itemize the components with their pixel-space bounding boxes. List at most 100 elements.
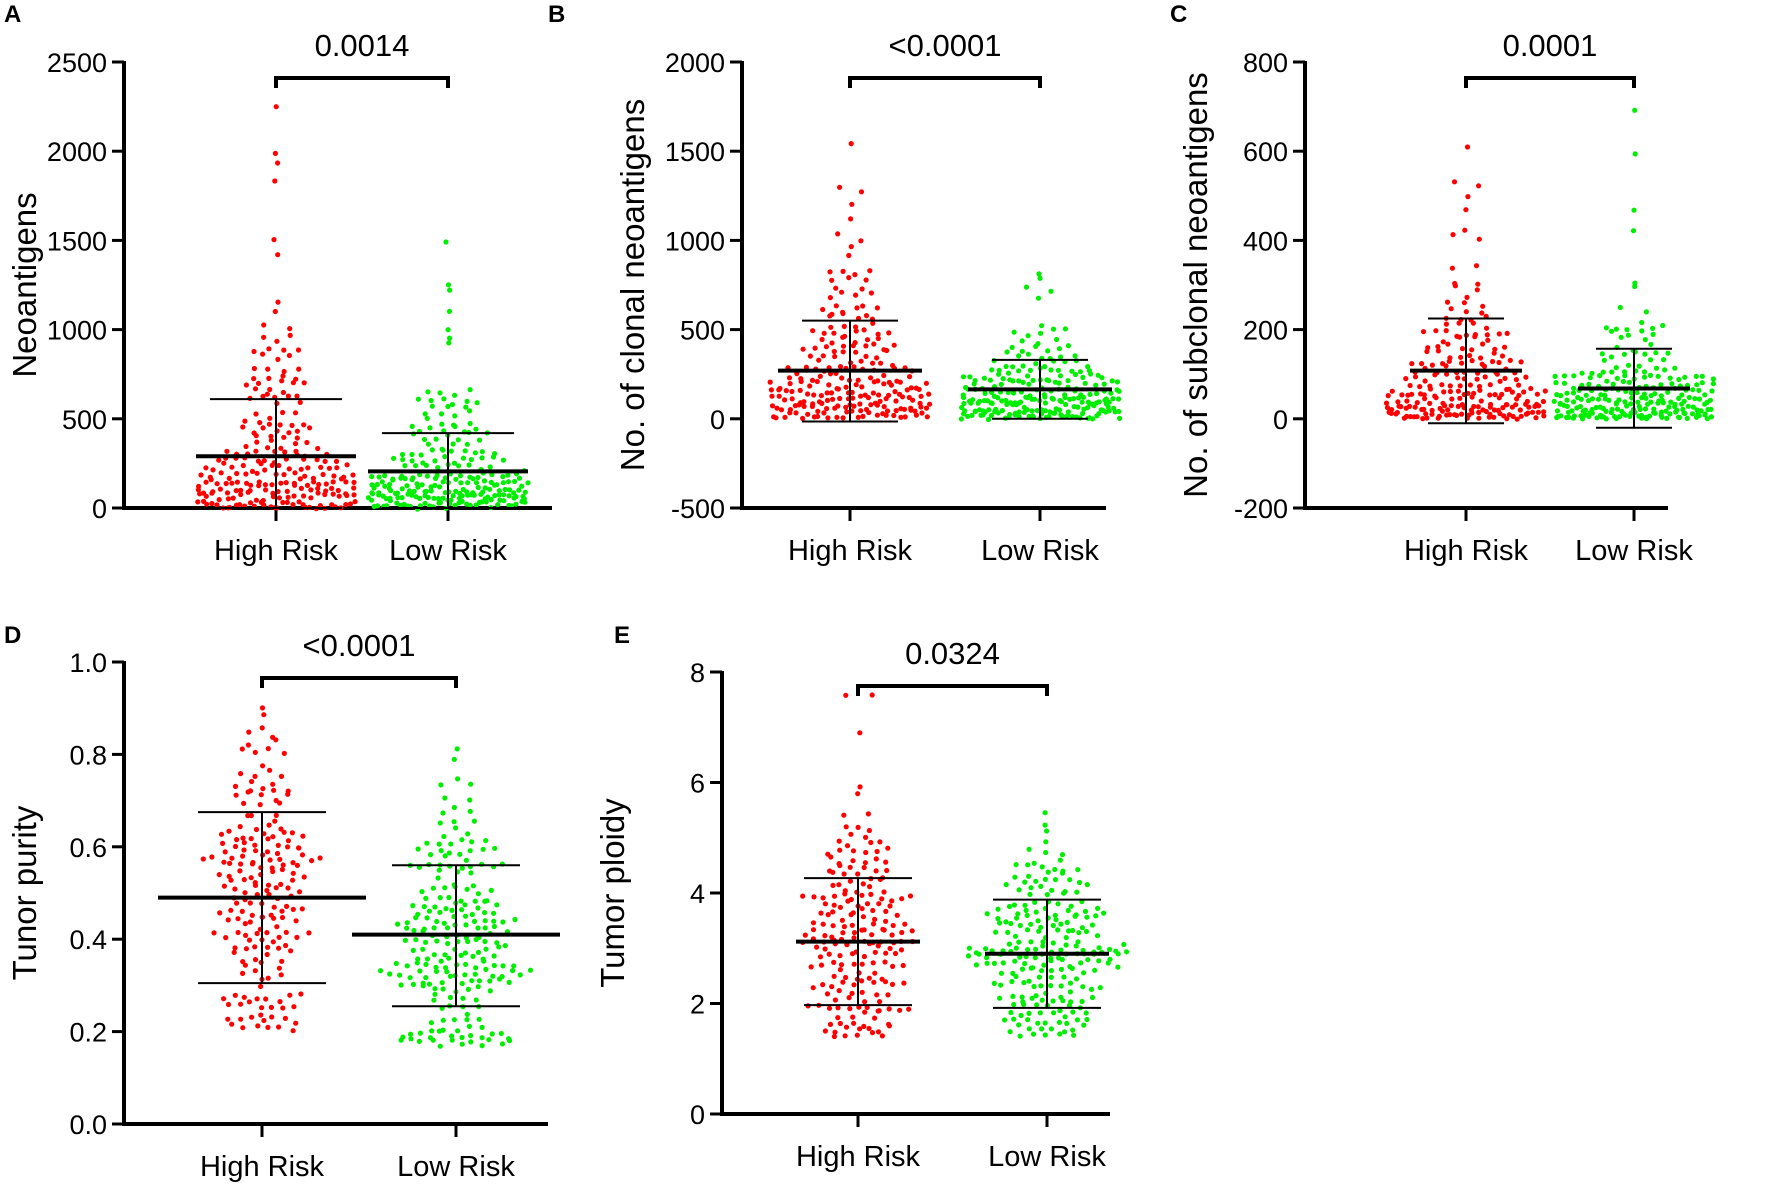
data-point xyxy=(916,386,922,392)
data-point xyxy=(1050,940,1056,946)
data-point xyxy=(1012,874,1018,880)
y-tick-label: 1.0 xyxy=(69,648,107,678)
data-point xyxy=(830,923,836,929)
data-point xyxy=(285,494,291,500)
data-point xyxy=(195,487,201,493)
data-point xyxy=(821,330,827,336)
data-point xyxy=(1609,369,1615,375)
data-point xyxy=(1075,404,1081,410)
data-point xyxy=(1062,392,1068,398)
data-point xyxy=(447,973,453,979)
data-point xyxy=(982,390,988,396)
data-point xyxy=(431,997,437,1003)
data-point xyxy=(1055,901,1061,907)
y-tick-label: 600 xyxy=(1243,137,1288,167)
data-point xyxy=(281,368,287,375)
data-point xyxy=(902,921,908,927)
data-point xyxy=(460,455,466,461)
data-point xyxy=(1502,375,1508,381)
data-point xyxy=(494,902,500,908)
data-point xyxy=(855,414,861,420)
data-point xyxy=(1086,368,1092,374)
data-point xyxy=(1613,401,1619,407)
data-point xyxy=(1117,415,1123,421)
data-point xyxy=(1603,325,1609,331)
data-point xyxy=(858,358,864,364)
data-point xyxy=(240,1025,246,1031)
data-point xyxy=(1696,413,1702,419)
data-point xyxy=(850,395,856,401)
data-point xyxy=(1121,941,1127,948)
data-point xyxy=(437,500,443,506)
data-point xyxy=(1070,927,1076,934)
data-point xyxy=(870,921,877,927)
data-point xyxy=(1079,925,1085,931)
data-point xyxy=(1063,935,1069,941)
data-point xyxy=(440,495,446,501)
data-point xyxy=(479,1043,485,1049)
data-point xyxy=(999,407,1006,414)
data-point xyxy=(1026,978,1032,984)
data-point xyxy=(1403,376,1409,382)
data-point xyxy=(251,365,257,372)
data-point xyxy=(1464,294,1470,300)
data-point xyxy=(1042,1032,1048,1038)
data-point xyxy=(475,984,481,990)
data-point xyxy=(1096,958,1102,964)
data-point xyxy=(1003,397,1009,404)
data-point xyxy=(1694,407,1700,413)
data-point xyxy=(263,487,269,493)
data-point xyxy=(866,1025,872,1032)
data-point xyxy=(278,445,284,451)
data-point xyxy=(822,933,828,939)
data-point xyxy=(1658,409,1665,415)
data-point xyxy=(511,963,517,969)
data-point xyxy=(1558,393,1564,399)
data-point xyxy=(1609,406,1615,413)
data-point xyxy=(491,953,497,959)
y-tick-label: 8 xyxy=(690,658,705,688)
data-point xyxy=(262,482,268,488)
data-point xyxy=(923,405,930,411)
data-point xyxy=(217,910,223,916)
data-point xyxy=(1504,416,1510,422)
data-point xyxy=(843,692,849,698)
data-point xyxy=(467,848,473,854)
data-point xyxy=(835,403,841,409)
data-point xyxy=(1617,414,1623,420)
data-point xyxy=(984,955,990,961)
data-point xyxy=(1026,381,1032,387)
data-point xyxy=(281,472,287,478)
data-point xyxy=(1441,389,1447,395)
data-point xyxy=(998,970,1005,976)
data-point xyxy=(419,482,425,488)
data-point xyxy=(482,485,488,491)
data-point xyxy=(1031,983,1037,990)
data-point xyxy=(404,483,410,489)
data-point xyxy=(1465,194,1471,200)
data-point xyxy=(1075,867,1081,873)
data-point xyxy=(843,824,849,830)
data-point xyxy=(831,973,837,979)
data-point xyxy=(1036,928,1042,934)
p-value-label: <0.0001 xyxy=(303,628,416,663)
data-point xyxy=(468,870,474,876)
data-point xyxy=(1642,337,1648,343)
data-point xyxy=(819,400,825,406)
data-point xyxy=(420,983,426,989)
data-point xyxy=(428,488,434,494)
data-point xyxy=(226,475,232,481)
data-point xyxy=(839,289,845,295)
data-point xyxy=(248,836,254,842)
data-point xyxy=(1570,390,1577,396)
data-point xyxy=(500,963,506,969)
data-point xyxy=(1526,404,1532,410)
data-point xyxy=(297,399,303,405)
data-point xyxy=(1561,373,1568,379)
data-point xyxy=(852,340,858,346)
significance-bracket xyxy=(848,76,1042,88)
data-point xyxy=(407,975,413,981)
y-tick-label: 0.8 xyxy=(69,740,107,770)
y-axis-title: Tunor purity xyxy=(6,805,43,980)
data-point xyxy=(860,914,867,920)
